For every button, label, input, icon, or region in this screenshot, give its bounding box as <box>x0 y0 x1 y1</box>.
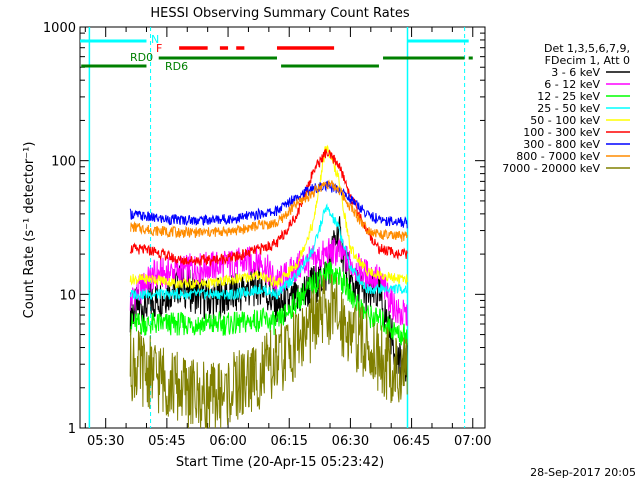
series-line <box>129 216 408 386</box>
legend-header-1: Det 1,3,5,6,7,9, <box>544 42 630 55</box>
legend-label: 300 - 800 keV <box>523 138 600 151</box>
chart-title: HESSI Observing Summary Count Rates <box>150 6 409 21</box>
y-axis-label: Count Rate (s⁻¹ detector⁻¹) <box>22 142 37 319</box>
legend-label: 800 - 7000 keV <box>516 150 600 163</box>
y-tick-label: 100 <box>51 155 76 170</box>
y-tick-labels: 1 10 100 1000 <box>43 21 76 437</box>
flag-label-f: F <box>156 42 162 55</box>
x-tick-label: 06:15 <box>270 434 307 449</box>
y-tick-label: 1000 <box>43 21 76 36</box>
x-tick-label: 07:00 <box>454 434 491 449</box>
series-line <box>129 203 408 301</box>
series-line <box>129 144 408 291</box>
x-tick-label: 06:00 <box>209 434 246 449</box>
series-line <box>130 179 408 242</box>
legend-label: 100 - 300 keV <box>523 126 600 139</box>
legend-label: 3 - 6 keV <box>551 66 600 79</box>
y-tick-label: 10 <box>59 288 76 303</box>
y-tick-label: 1 <box>68 422 76 437</box>
x-tick-label: 05:30 <box>87 434 124 449</box>
series-lines <box>129 144 408 429</box>
series-line <box>129 273 408 429</box>
flag-label-rd6: RD6 <box>165 60 188 73</box>
legend-header-2: FDecim 1, Att 0 <box>545 54 630 67</box>
x-tick-label: 06:30 <box>332 434 369 449</box>
x-tick-labels: 05:30 05:45 06:00 06:15 06:30 06:45 07:00 <box>87 434 492 449</box>
legend-label: 6 - 12 keV <box>544 78 600 91</box>
x-tick-label: 05:45 <box>148 434 185 449</box>
legend-label: 50 - 100 keV <box>530 114 600 127</box>
legend-label: 12 - 25 keV <box>537 90 600 103</box>
footer-date: 28-Sep-2017 20:05 <box>530 466 636 479</box>
legend-label: 7000 - 20000 keV <box>502 162 600 175</box>
x-axis-label: Start Time (20-Apr-15 05:23:42) <box>176 455 384 470</box>
series-line <box>129 148 408 268</box>
flag-label-n: N <box>151 33 159 46</box>
plot-frame <box>79 26 486 429</box>
axis-ticks <box>80 26 485 429</box>
legend-label: 25 - 50 keV <box>537 102 600 115</box>
flag-label-rd0: RD0 <box>130 51 153 64</box>
x-tick-label: 06:45 <box>393 434 430 449</box>
series-line <box>129 180 408 229</box>
series-line <box>129 261 408 346</box>
